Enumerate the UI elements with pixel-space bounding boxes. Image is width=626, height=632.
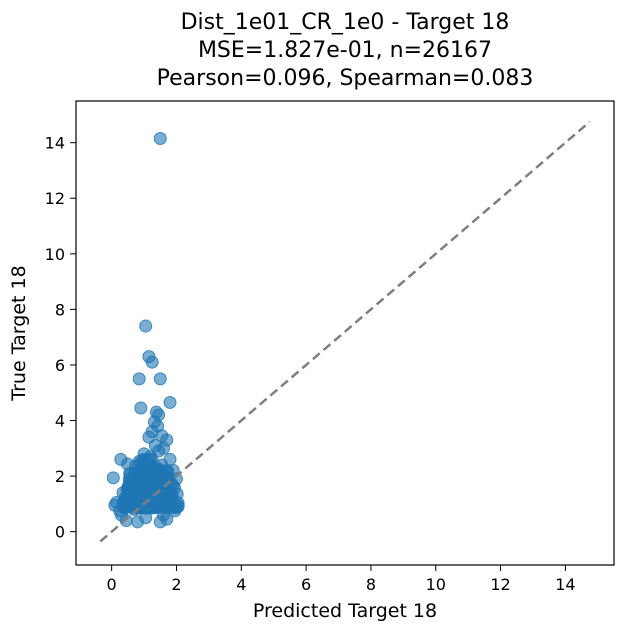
data-point: [144, 450, 158, 464]
data-point: [132, 372, 146, 386]
y-tick-label: 10: [45, 245, 65, 264]
data-point: [148, 497, 162, 511]
data-point: [129, 466, 143, 480]
data-point: [169, 472, 183, 486]
data-point: [152, 477, 166, 491]
data-point: [163, 395, 177, 409]
data-point: [134, 483, 148, 497]
y-axis-ticks: 0 2 4 6 8 10 12 14: [45, 134, 76, 542]
data-point: [153, 515, 167, 529]
data-point: [131, 515, 145, 529]
data-point: [153, 132, 167, 146]
data-point: [153, 372, 167, 386]
y-tick-label: 14: [45, 134, 65, 153]
x-tick-label: 12: [490, 575, 510, 594]
data-point: [114, 452, 128, 466]
data-point: [139, 461, 153, 475]
y-tick-label: 6: [55, 356, 65, 375]
x-tick-label: 0: [107, 575, 117, 594]
chart-title-line-3: Pearson=0.096, Spearman=0.083: [157, 66, 534, 91]
data-point: [106, 471, 120, 485]
data-point: [145, 355, 159, 369]
data-point: [122, 491, 136, 505]
data-point: [168, 504, 182, 518]
data-point: [127, 502, 141, 516]
y-axis-label: True Target 18: [8, 265, 30, 401]
chart-title-line-1: Dist_1e01_CR_1e0 - Target 18: [181, 10, 510, 35]
y-tick-label: 2: [55, 467, 65, 486]
x-tick-label: 6: [301, 575, 311, 594]
plot-frame: [75, 100, 615, 566]
chart-title-line-2: MSE=1.827e-01, n=26167: [198, 38, 492, 63]
chart-title: Dist_1e01_CR_1e0 - Target 18 MSE=1.827e-…: [157, 10, 534, 91]
x-tick-label: 10: [426, 575, 446, 594]
x-tick-label: 14: [555, 575, 575, 594]
x-axis-label: Predicted Target 18: [253, 600, 437, 622]
y-tick-label: 8: [55, 300, 65, 319]
x-axis-ticks: 0 2 4 6 8 10 12 14: [107, 565, 576, 594]
x-tick-label: 2: [171, 575, 181, 594]
data-point: [163, 486, 177, 500]
x-tick-label: 8: [366, 575, 376, 594]
reference-diagonal-line: [99, 120, 591, 543]
data-point: [155, 458, 169, 472]
data-point: [113, 504, 127, 518]
data-point: [134, 401, 148, 415]
data-point: [139, 319, 153, 333]
x-tick-label: 4: [236, 575, 246, 594]
y-tick-label: 0: [55, 523, 65, 542]
y-tick-label: 12: [45, 189, 65, 208]
y-tick-label: 4: [55, 412, 65, 431]
